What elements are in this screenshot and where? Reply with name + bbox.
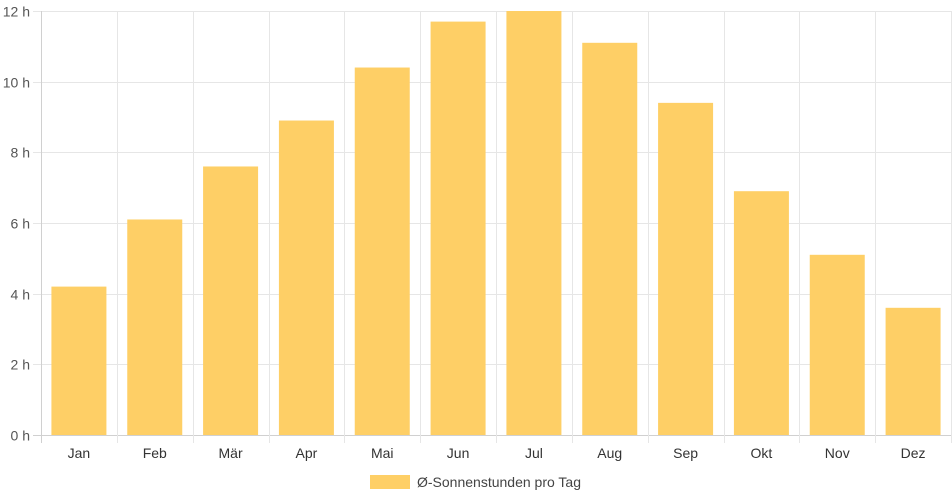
- x-tick-label: Nov: [825, 445, 850, 461]
- x-tick-label: Jan: [68, 445, 91, 461]
- x-tick-label: Jun: [447, 445, 470, 461]
- bar-apr[interactable]: [278, 120, 334, 436]
- bar-okt[interactable]: [733, 191, 789, 435]
- bar-jun[interactable]: [430, 21, 486, 435]
- bar-sep[interactable]: [658, 102, 714, 435]
- x-tick-label: Sep: [673, 445, 698, 461]
- legend: Ø-Sonnenstunden pro Tag: [370, 474, 581, 490]
- x-tick-label: Apr: [296, 445, 318, 461]
- y-tick-label: 12 h: [3, 4, 30, 20]
- axes: 0 h 2 h 4 h 6 h 8 h 10 h 12 h Jan Feb Mär Apr Mai Ju…: [3, 4, 926, 462]
- bars: [51, 11, 941, 436]
- legend-label: Ø-Sonnenstunden pro Tag: [417, 474, 581, 490]
- bar-mai[interactable]: [354, 67, 410, 436]
- bar-jan[interactable]: [51, 286, 107, 435]
- y-tick-label: 2 h: [11, 357, 30, 373]
- y-tick-label: 4 h: [11, 287, 30, 303]
- y-tick-label: 8 h: [11, 145, 30, 161]
- y-tick-label: 0 h: [11, 428, 30, 444]
- bar-jul[interactable]: [506, 11, 562, 435]
- x-tick-label: Aug: [597, 445, 622, 461]
- x-tick-label: Okt: [751, 445, 773, 461]
- bar-feb[interactable]: [127, 219, 183, 435]
- x-tick-label: Dez: [901, 445, 926, 461]
- bar-aug[interactable]: [582, 42, 638, 436]
- grid: [33, 11, 952, 443]
- y-tick-label: 6 h: [11, 216, 30, 232]
- legend-swatch[interactable]: [370, 475, 410, 489]
- bar-mär[interactable]: [203, 166, 259, 435]
- x-tick-label: Mär: [219, 445, 243, 461]
- x-tick-label: Jul: [525, 445, 543, 461]
- x-tick-label: Mai: [371, 445, 394, 461]
- y-tick-label: 10 h: [3, 75, 30, 91]
- bar-dez[interactable]: [885, 307, 941, 435]
- bar-nov[interactable]: [809, 254, 865, 435]
- x-tick-label: Feb: [143, 445, 167, 461]
